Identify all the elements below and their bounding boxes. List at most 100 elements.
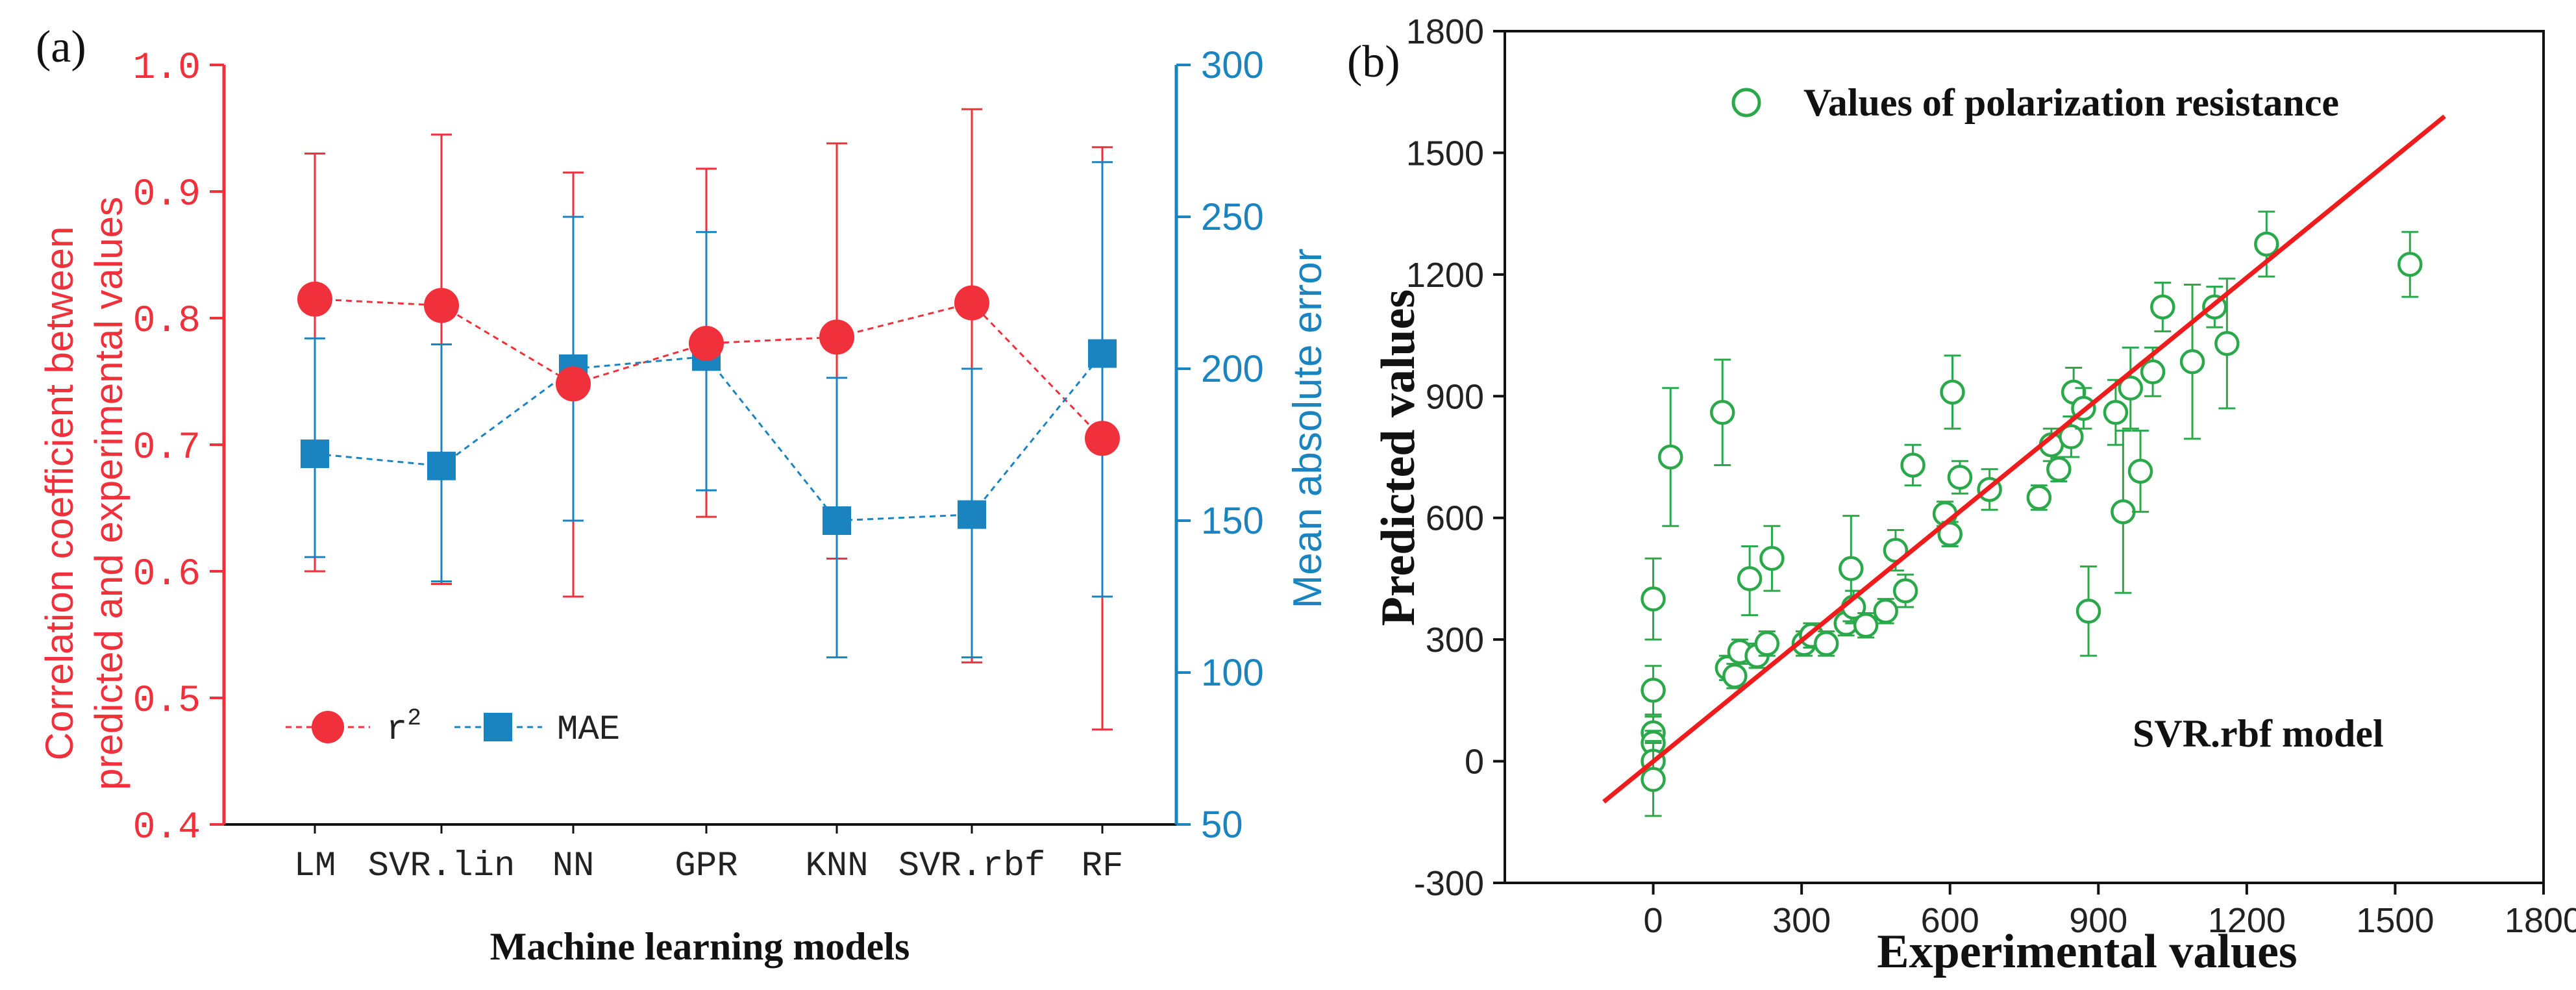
panel-b-data-point <box>2127 458 2153 484</box>
panel-b-data-point <box>2059 424 2084 450</box>
panel-b-x-tick-label: 900 <box>2069 901 2127 940</box>
panel-a-x-tick-label: LM <box>294 847 336 886</box>
panel-b-x-tick-label: 1800 <box>2505 901 2576 940</box>
panel-b-x-tick-label: 600 <box>1921 901 1979 940</box>
panel-b-data-point <box>1937 521 1963 547</box>
panel-a-x-tick-label: KNN <box>805 847 868 886</box>
panel-b-data-point <box>2179 349 2205 375</box>
panel-a-r2-marker <box>954 285 989 321</box>
panel-a-left-tick-label: 0.6 <box>133 554 201 596</box>
panel-b-data-point <box>2118 375 2144 401</box>
panel-a-label: (a) <box>36 22 86 72</box>
panel-b-data-point <box>1641 677 1666 703</box>
panel-a-left-tick-label: 1.0 <box>133 47 201 90</box>
panel-a-left-tick-label: 0.7 <box>133 427 201 469</box>
panel-a-axes: 0.4 0.5 0.6 0.7 0.8 0.9 1.0 50 100 150 200 250 300 LM… <box>133 44 1264 886</box>
panel-b-y-axis-title: Predicted values <box>1372 290 1425 626</box>
panel-a-left-tick-label: 0.9 <box>133 174 201 216</box>
panel-b-data-point <box>1737 566 1763 591</box>
panel-b-axes: -300 0 300 600 900 1200 1500 1800 0 300 600 900 1200… <box>1406 12 2576 940</box>
panel-a-r2-marker <box>819 319 854 355</box>
panel-b-y-tick-label: 600 <box>1426 499 1484 538</box>
panel-b-data-point <box>1641 586 1666 612</box>
panel-a-right-tick-label: 300 <box>1201 44 1264 86</box>
panel-a-legend-mae-label: MAE <box>557 710 620 750</box>
panel-b-y-tick-label: 900 <box>1426 377 1484 416</box>
panel-a-mae-marker <box>823 506 851 535</box>
panel-a-series <box>297 108 1120 731</box>
panel-b-data-point <box>2140 359 2166 385</box>
panel-b-x-tick-label: 300 <box>1772 901 1831 940</box>
panel-b-data-point <box>1709 400 1735 425</box>
panel-a-mae-marker <box>1088 339 1117 368</box>
panel-b-data-point <box>2397 251 2423 277</box>
panel-b-data-point <box>2150 294 2175 320</box>
panel-a-right-tick-label: 250 <box>1201 196 1264 238</box>
panel-a-x-axis-title: Machine learning models <box>490 925 910 968</box>
panel-a-x-tick-label: SVR.rbf <box>898 847 1046 886</box>
panel-b-data-point <box>2103 400 2129 425</box>
panel-a-right-tick-label: 100 <box>1201 652 1264 694</box>
panel-b-data-point <box>1813 631 1839 656</box>
panel-b-y-tick-label: 1500 <box>1406 134 1484 173</box>
panel-b-y-tick-label: 1200 <box>1406 256 1484 295</box>
panel-a-mae-line <box>314 353 1104 522</box>
panel-a-mae-marker <box>427 451 456 480</box>
panel-b-data-point <box>2254 231 2279 257</box>
panel-b-model-annotation: SVR.rbf model <box>2133 712 2384 755</box>
panel-a-left-axis-title-line2: predicted and experimental values <box>87 197 130 790</box>
panel-b-legend-marker <box>1731 88 1761 118</box>
panel-a-legend-r2-marker <box>312 711 344 743</box>
panel-a-mae-marker <box>301 439 329 469</box>
panel-b-data-point <box>1900 452 1926 478</box>
panel-b-scatter-points <box>1641 210 2423 817</box>
panel-a-left-tick-label: 0.4 <box>133 807 201 849</box>
panel-a-x-tick-label: SVR.lin <box>368 847 515 886</box>
panel-b-x-tick-label: 1500 <box>2356 901 2434 940</box>
panel-a-r2-marker <box>424 288 459 323</box>
panel-a-x-tick-label: NN <box>552 847 595 886</box>
panel-b-data-point <box>2111 499 2136 525</box>
panel-a-left-axis-title-line1: Correlation coefficient between <box>38 227 81 761</box>
panel-b-y-tick-label: 0 <box>1465 743 1484 782</box>
panel-b-x-axis-title: Experimental values <box>1877 925 2297 978</box>
panel-b-x-tick-label: 0 <box>1644 901 1663 940</box>
panel-a-legend-r2-superscript: 2 <box>407 705 421 732</box>
panel-a-legend-mae-marker <box>484 713 512 741</box>
panel-b-data-point <box>1759 545 1785 571</box>
panel-b-data-point <box>1853 613 1879 638</box>
panel-a-right-tick-label: 150 <box>1201 500 1264 542</box>
panel-a-left-tick-label: 0.5 <box>133 680 201 723</box>
panel-b-y-tick-label: 300 <box>1426 621 1484 660</box>
panel-b-data-point <box>2075 599 2101 624</box>
panel-a-right-axis-title: Mean absolute error <box>1285 249 1330 609</box>
panel-a-r2-marker <box>1085 421 1120 456</box>
panel-b-data-point <box>1940 379 1965 405</box>
panel-a-r2-marker <box>689 326 724 361</box>
panel-b-label: (b) <box>1347 37 1400 87</box>
panel-b-fit-line <box>1602 114 2446 804</box>
panel-b-plot-frame <box>1504 30 2545 884</box>
panel-b-y-tick-label: -300 <box>1414 864 1484 903</box>
panel-b-data-point <box>1754 631 1780 656</box>
panel-a-right-tick-label: 200 <box>1201 348 1264 390</box>
panel-a-right-tick-label: 50 <box>1201 804 1243 846</box>
panel-b-data-point <box>1839 556 1864 582</box>
panel-a-x-tick-label: GPR <box>675 847 737 886</box>
panel-a-legend: r2 MAE <box>286 705 620 750</box>
panel-b-data-point <box>1641 767 1666 792</box>
panel-b-data-point <box>1947 464 1973 490</box>
panel-b-data-point <box>2046 456 2072 482</box>
panel-b-legend-label: Values of polarization resistance <box>1803 81 2339 124</box>
panel-b-data-point <box>1892 578 1918 604</box>
panel-b-data-point <box>1722 663 1748 689</box>
panel-a-r2-marker <box>556 366 591 402</box>
panel-a-mae-marker <box>958 500 986 529</box>
panel-b-data-point <box>1657 444 1683 470</box>
panel-b-data-point <box>2214 330 2240 356</box>
panel-a-r2-marker <box>297 281 332 317</box>
panel-b-data-point <box>2026 485 2052 510</box>
panel-a-x-tick-label: RF <box>1082 847 1124 886</box>
panel-b-x-tick-label: 1200 <box>2208 901 2286 940</box>
